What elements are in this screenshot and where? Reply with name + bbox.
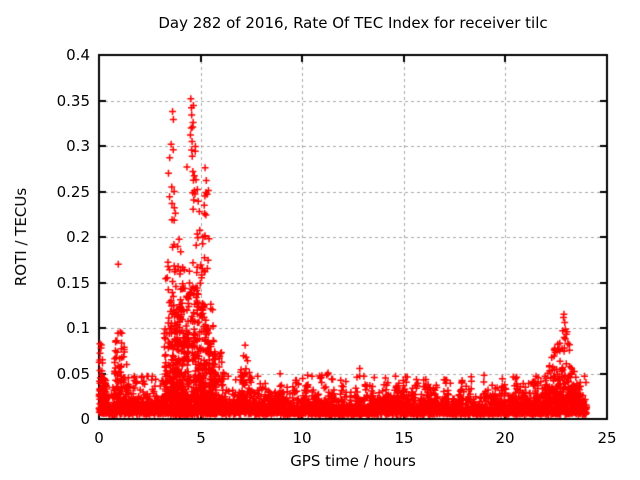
y-axis-label: ROTI / TECUs [12,187,30,287]
x-axis-label: GPS time / hours [290,452,416,470]
y-tick-label: 0.4 [66,46,90,64]
y-tick-label: 0.3 [66,137,90,155]
x-tick-label: 0 [94,429,104,447]
x-tick-label: 5 [196,429,206,447]
chart-title: Day 282 of 2016, Rate Of TEC Index for r… [158,14,548,32]
x-tick-label: 25 [597,429,617,447]
y-tick-label: 0.25 [56,183,90,201]
y-tick-label: 0 [80,410,90,428]
x-tick-label: 10 [292,429,312,447]
y-tick-label: 0.35 [56,92,90,110]
x-tick-label: 20 [495,429,515,447]
y-tick-label: 0.05 [56,365,90,383]
x-tick-label: 15 [394,429,414,447]
y-tick-label: 0.1 [66,319,90,337]
y-tick-label: 0.2 [66,228,90,246]
y-tick-label: 0.15 [56,274,90,292]
